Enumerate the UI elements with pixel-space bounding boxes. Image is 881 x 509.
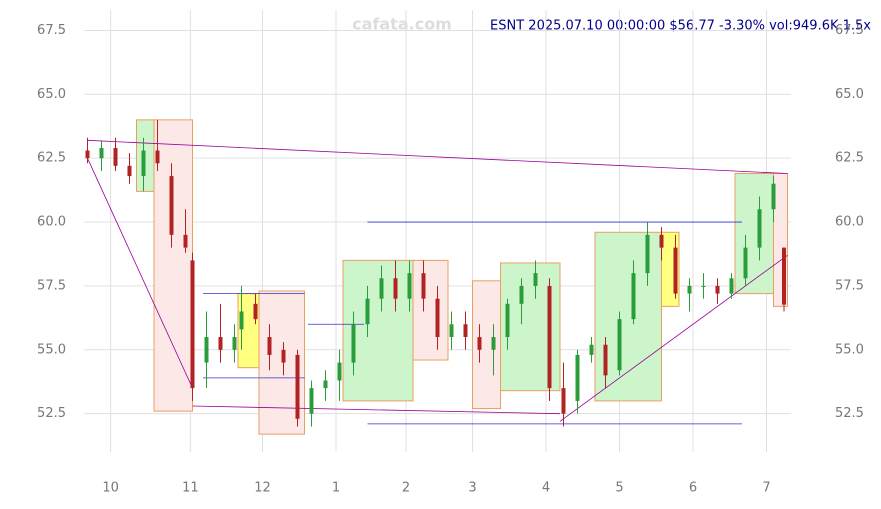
candle-body — [113, 147, 118, 166]
candle-body — [155, 150, 160, 164]
x-tick-label: 3 — [468, 481, 476, 496]
y-tick-label: 55.0 — [37, 342, 66, 357]
candle-body — [631, 273, 636, 320]
candle-body — [169, 176, 174, 235]
y-tick-label: 57.5 — [37, 278, 66, 293]
candle-body — [659, 234, 664, 248]
y-tick-label: 60.0 — [37, 215, 66, 230]
candle-body — [603, 344, 608, 376]
y-tick-label: 62.5 — [37, 151, 66, 166]
x-tick-label: 12 — [254, 481, 271, 496]
candle-body — [449, 324, 454, 338]
candle-body — [547, 285, 552, 389]
candle-body — [421, 273, 426, 299]
trend-line — [559, 254, 788, 422]
y-tick-label-right: 67.5 — [835, 23, 864, 38]
candle-body — [477, 337, 482, 350]
candle-body — [617, 319, 622, 371]
candle-body — [218, 337, 223, 350]
candle-body — [561, 388, 566, 414]
y-tick-label-right: 62.5 — [835, 151, 864, 166]
y-tick-label-right: 57.5 — [835, 278, 864, 293]
candle-body — [239, 311, 244, 330]
candle-body — [782, 247, 786, 305]
candle-body — [253, 303, 258, 320]
x-tick-label: 4 — [542, 481, 550, 496]
candle-body — [393, 278, 398, 299]
candle-body — [589, 344, 594, 355]
candle-body — [309, 388, 314, 414]
candle-body — [323, 380, 328, 389]
candle-body — [687, 285, 692, 294]
candle-body — [519, 285, 524, 304]
candle-body — [379, 278, 384, 299]
candle-body — [337, 362, 342, 381]
candle-body — [715, 285, 720, 294]
candle-body — [435, 298, 440, 338]
candle-body — [141, 150, 146, 177]
candle-body — [190, 260, 195, 389]
y-tick-label-right: 52.5 — [835, 406, 864, 421]
candle-body — [743, 247, 748, 279]
candle-body — [281, 349, 286, 363]
candle-body — [407, 273, 412, 299]
candle-body — [771, 183, 776, 210]
trend-line — [87, 158, 193, 389]
x-tick-label: 10 — [102, 481, 119, 496]
candle-body — [295, 354, 300, 419]
candle-body — [365, 298, 370, 325]
candle-body — [491, 337, 496, 350]
candle-body — [463, 324, 468, 338]
zone — [412, 259, 449, 361]
candle-body — [757, 209, 762, 248]
zone — [472, 280, 501, 410]
zone — [153, 119, 193, 412]
x-tick-label: 7 — [762, 481, 770, 496]
y-tick-label: 52.5 — [37, 406, 66, 421]
candle-body — [85, 150, 90, 159]
candle-body — [127, 165, 132, 177]
chart-title: ESNT 2025.07.10 00:00:00 $56.77 -3.30% v… — [490, 19, 871, 34]
candle-body — [645, 234, 650, 274]
y-tick-label-right: 60.0 — [835, 215, 864, 230]
zone — [594, 231, 662, 402]
y-tick-label: 65.0 — [37, 87, 66, 102]
candle-body — [183, 234, 188, 248]
candle-body — [575, 354, 580, 401]
x-tick-label: 2 — [402, 481, 410, 496]
candle-body — [701, 285, 706, 287]
candle-body — [505, 303, 510, 338]
zone — [734, 173, 774, 295]
candle-body — [204, 337, 209, 363]
candle-body — [267, 337, 272, 355]
y-tick-label-right: 55.0 — [835, 342, 864, 357]
x-tick-label: 1 — [332, 481, 340, 496]
x-tick-label: 6 — [689, 481, 697, 496]
trend-line — [87, 139, 788, 174]
candle-body — [673, 247, 678, 294]
candle-body — [729, 278, 734, 294]
candle-body — [99, 147, 104, 159]
candle-body — [232, 337, 237, 350]
watermark: cafata.com — [352, 15, 452, 34]
y-tick-label: 67.5 — [37, 23, 66, 38]
x-tick-label: 5 — [615, 481, 623, 496]
trend-line — [192, 405, 561, 415]
candle-body — [351, 324, 356, 363]
x-tick-label: 11 — [182, 481, 199, 496]
candle-body — [533, 273, 538, 286]
y-tick-label-right: 65.0 — [835, 87, 864, 102]
